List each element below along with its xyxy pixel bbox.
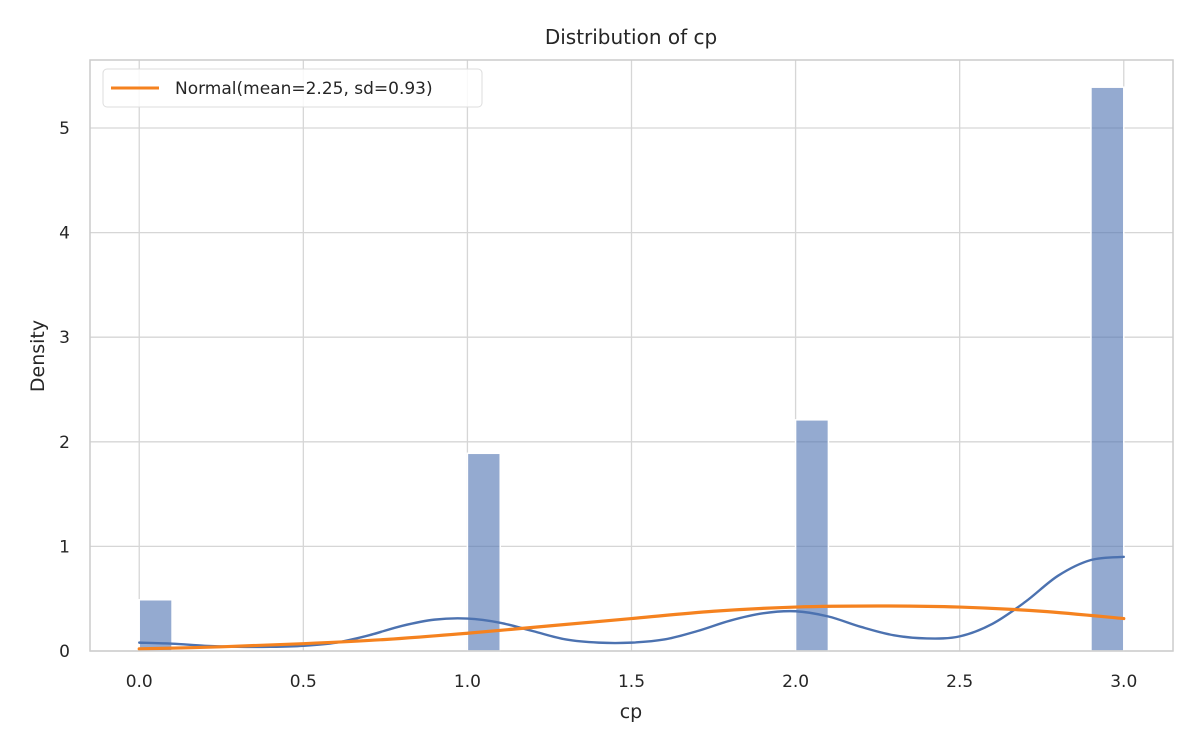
- histogram-bar-3: [1090, 86, 1125, 652]
- x-tick-label-6: 3.0: [1110, 672, 1137, 692]
- x-tick-label-4: 2.0: [782, 672, 809, 692]
- chart-title: Distribution of cp: [545, 25, 717, 49]
- x-tick-label-1: 0.5: [290, 672, 317, 692]
- y-tick-label-0: 0: [59, 642, 70, 662]
- legend: Normal(mean=2.25, sd=0.93): [102, 68, 483, 108]
- y-tick-label-2: 2: [59, 433, 70, 453]
- plot-frame: [89, 59, 1174, 652]
- legend-box: [102, 68, 483, 108]
- y-tick-label-4: 4: [59, 224, 70, 244]
- x-tick-label-3: 1.5: [618, 672, 645, 692]
- normal-fit-line: [137, 604, 1126, 651]
- y-tick-label-3: 3: [59, 328, 70, 348]
- legend-label-normal: Normal(mean=2.25, sd=0.93): [175, 79, 433, 99]
- density-lines: [137, 555, 1126, 651]
- y-tick-label-1: 1: [59, 537, 70, 557]
- x-tick-label-2: 1.0: [454, 672, 481, 692]
- histogram-bars: [138, 86, 1125, 652]
- kde-line: [138, 555, 1125, 649]
- x-axis-ticks: 0.0 0.5 1.0 1.5 2.0 2.5 3.0: [126, 672, 1138, 692]
- x-axis-title: cp: [620, 701, 643, 723]
- x-tick-label-0: 0.0: [126, 672, 153, 692]
- y-tick-label-5: 5: [59, 119, 70, 139]
- x-tick-label-5: 2.5: [946, 672, 973, 692]
- y-axis-title: Density: [27, 320, 49, 392]
- y-axis-ticks: 0 1 2 3 4 5: [59, 119, 70, 662]
